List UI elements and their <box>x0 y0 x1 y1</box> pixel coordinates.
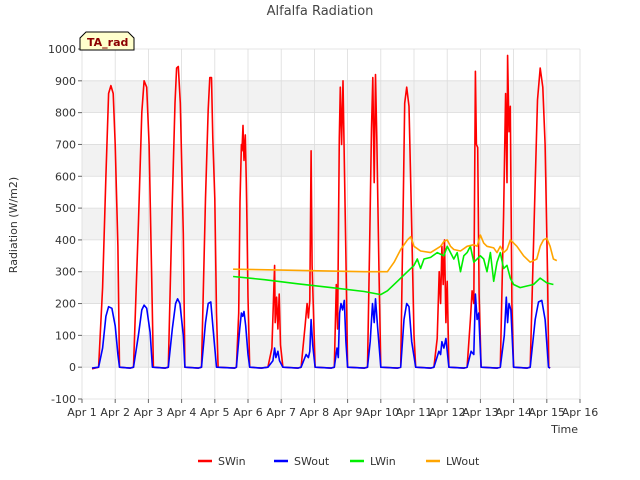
x-tick-label: Apr 9 <box>333 406 363 419</box>
ta-rad-badge: TA_rad <box>79 31 135 51</box>
legend-label: SWout <box>294 455 330 468</box>
x-tick-label: Apr 2 <box>100 406 130 419</box>
y-tick-label: 400 <box>55 234 76 247</box>
y-tick-label: 200 <box>55 298 76 311</box>
y-tick-label: 500 <box>55 202 76 215</box>
series-lines <box>91 54 558 370</box>
plot-band <box>82 144 580 177</box>
plot-band <box>82 80 580 113</box>
y-tick-label: 600 <box>55 170 76 183</box>
legend-label: LWout <box>446 455 480 468</box>
x-axis-title: Time <box>550 423 578 436</box>
x-tick-label: Apr 12 <box>429 406 466 419</box>
legend-item-lwout: LWout <box>426 455 480 468</box>
x-tick-label: Apr 5 <box>200 406 230 419</box>
x-tick-label: Apr 4 <box>167 406 197 419</box>
legend-item-swout: SWout <box>274 455 330 468</box>
plot-bands <box>82 49 580 399</box>
x-tick-label: Apr 3 <box>134 406 164 419</box>
y-tick-label: 800 <box>55 107 76 120</box>
badge-box <box>79 31 135 51</box>
series-line-swout <box>91 293 551 369</box>
x-tick-label: Apr 1 <box>67 406 97 419</box>
series-line-lwout <box>233 234 558 273</box>
y-tick-label: 0 <box>69 361 76 374</box>
series-line-lwin <box>233 245 554 296</box>
y-tick-label: 300 <box>55 266 76 279</box>
x-tick-label: Apr 8 <box>300 406 330 419</box>
y-tick-label: -100 <box>51 393 76 406</box>
x-tick-label: Apr 16 <box>562 406 599 419</box>
legend-item-lwin: LWin <box>350 455 396 468</box>
plot-band <box>82 208 580 240</box>
x-tick-label: Apr 15 <box>529 406 566 419</box>
legend-item-swin: SWin <box>198 455 246 468</box>
y-tick-label: 1000 <box>48 43 76 56</box>
y-tick-label: 900 <box>55 75 76 88</box>
y-axis-title: Radiation (W/m2) <box>7 177 20 273</box>
x-tick-label: Apr 6 <box>233 406 263 419</box>
x-tick-label: Apr 10 <box>363 406 400 419</box>
badge-label: TA_rad <box>87 36 128 49</box>
x-tick-label: Apr 11 <box>396 406 433 419</box>
y-tick-label: 100 <box>55 329 76 342</box>
x-axis-ticks: Apr 1 Apr 2 Apr 3 Apr 4 Apr 5 Apr 6 Apr 7 Apr 8… <box>67 399 598 419</box>
x-tick-label: Apr 7 <box>266 406 296 419</box>
legend-label: LWin <box>370 455 396 468</box>
x-tick-label: Apr 14 <box>495 406 532 419</box>
chart-title: Alfalfa Radiation <box>267 4 374 19</box>
x-tick-label: Apr 13 <box>462 406 499 419</box>
y-axis-ticks: -100 0 100 200 300 400 500 600 700 800 900 1000 <box>48 43 82 406</box>
legend: SWin SWout LWin LWout <box>198 455 480 468</box>
y-tick-label: 700 <box>55 138 76 151</box>
legend-label: SWin <box>218 455 246 468</box>
plot-band <box>82 335 580 368</box>
